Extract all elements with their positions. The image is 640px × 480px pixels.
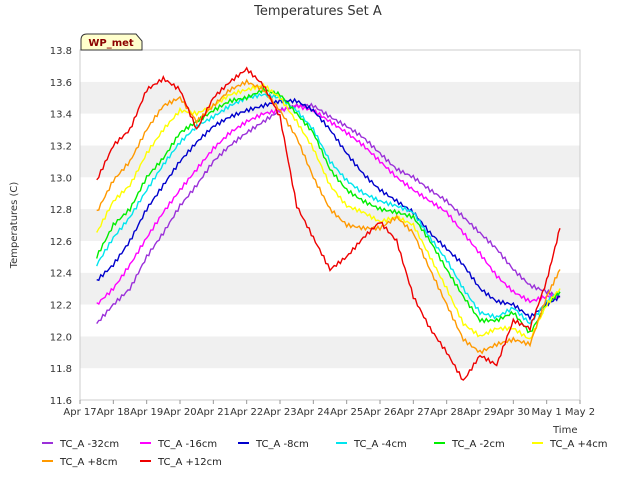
grid-band (80, 368, 580, 400)
y-tick-label: 12.2 (50, 301, 72, 312)
y-tick-label: 13.4 (50, 110, 72, 121)
x-axis-ticks: Apr 17 Apr 18 Apr 19 Apr 20 Apr 21 Apr 22 Apr … (63, 400, 595, 418)
series-line-3 (96, 97, 561, 321)
x-tick-label: Apr 24 (297, 407, 330, 418)
grid-band (80, 336, 580, 369)
x-tick-label: Apr 25 (330, 407, 363, 418)
y-tick-label: 13.0 (50, 173, 72, 184)
series-line-5 (96, 86, 561, 334)
x-tick-label: Apr 18 (97, 407, 130, 418)
y-tick-label: 11.8 (50, 364, 72, 375)
series-line-8 (96, 66, 561, 381)
station-badge: WP_met (80, 33, 143, 51)
x-tick-label: May 1 (532, 407, 562, 418)
y-tick-label: 13.8 (50, 46, 72, 57)
legend-label: TC_A -8cm (255, 439, 309, 450)
legend: TC_A -32cm TC_A -16cm TC_A -8cm TC_A -4cm TC… (42, 439, 608, 468)
x-tick-label: Apr 28 (430, 407, 463, 418)
legend-label: TC_A -4cm (353, 439, 407, 450)
legend-label: TC_A -2cm (451, 439, 505, 450)
x-tick-label: Apr 17 (63, 407, 96, 418)
legend-label: TC_A -16cm (157, 439, 217, 450)
legend-label: TC_A -32cm (59, 439, 119, 450)
y-axis-title: Temperatures (C) (9, 182, 20, 270)
series-line-1 (96, 102, 561, 324)
x-tick-label: Apr 27 (397, 407, 430, 418)
grid-band (80, 272, 580, 305)
x-tick-label: Apr 21 (197, 407, 230, 418)
series-lines (96, 66, 561, 381)
x-tick-label: Apr 30 (497, 407, 530, 418)
grid-band (80, 50, 580, 82)
x-tick-label: Apr 26 (363, 407, 396, 418)
legend-label: TC_A +4cm (549, 439, 608, 450)
y-tick-label: 12.8 (50, 205, 72, 216)
y-tick-label: 12.0 (50, 332, 72, 343)
x-tick-label: May 2 (565, 407, 595, 418)
x-tick-label: Apr 23 (263, 407, 296, 418)
y-tick-label: 11.6 (50, 396, 72, 407)
station-badge-label: WP_met (88, 38, 134, 49)
series-line-7 (96, 78, 561, 355)
legend-label: TC_A +8cm (59, 457, 118, 468)
series-line-2 (96, 103, 561, 306)
grid-band (80, 240, 580, 273)
x-tick-label: Apr 29 (463, 407, 496, 418)
y-tick-label: 12.6 (50, 237, 72, 248)
x-axis-title: Time (552, 425, 577, 436)
y-tick-label: 13.2 (50, 141, 72, 152)
x-tick-label: Apr 20 (163, 407, 196, 418)
grid-band (80, 81, 580, 114)
y-tick-label: 12.4 (50, 269, 72, 280)
plot-frame (79, 49, 581, 401)
series-line-4 (96, 92, 561, 325)
x-tick-label: Apr 19 (130, 407, 163, 418)
y-tick-label: 13.6 (50, 78, 72, 89)
legend-label: TC_A +12cm (157, 457, 222, 468)
y-axis-ticks: 11.6 11.8 12.0 12.2 12.4 12.6 12.8 13.0 13.2 13.4… (50, 46, 72, 407)
grid-band (80, 304, 580, 337)
x-tick-label: Apr 22 (230, 407, 263, 418)
series-line-6 (96, 82, 561, 340)
grid-band (80, 177, 580, 210)
chart-title: Temperatures Set A (253, 4, 382, 19)
